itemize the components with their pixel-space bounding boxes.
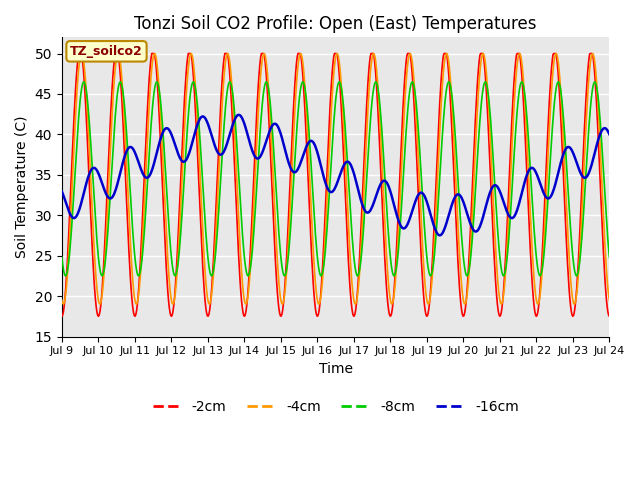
Title: Tonzi Soil CO2 Profile: Open (East) Temperatures: Tonzi Soil CO2 Profile: Open (East) Temp… xyxy=(134,15,537,33)
Legend: -2cm, -4cm, -8cm, -16cm: -2cm, -4cm, -8cm, -16cm xyxy=(147,394,524,420)
Text: TZ_soilco2: TZ_soilco2 xyxy=(70,45,143,58)
X-axis label: Time: Time xyxy=(319,362,353,376)
Y-axis label: Soil Temperature (C): Soil Temperature (C) xyxy=(15,116,29,258)
